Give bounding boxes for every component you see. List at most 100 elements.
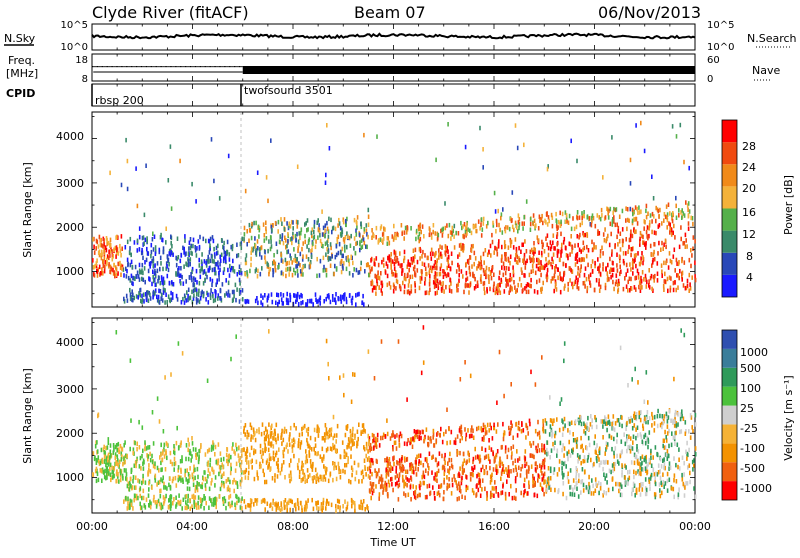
echo-cell <box>305 501 307 506</box>
echo-cell <box>420 453 422 458</box>
echo-cell <box>419 286 421 291</box>
echo-cell <box>557 276 559 281</box>
echo-cell <box>504 245 506 250</box>
echo-cell <box>139 479 141 484</box>
echo-cell <box>213 239 215 244</box>
echo-cell <box>574 227 576 232</box>
echo-cell <box>480 256 482 261</box>
echo-cell <box>510 285 512 290</box>
echo-cell <box>136 447 138 452</box>
echo-cell <box>553 233 555 238</box>
echo-cell <box>158 295 160 300</box>
echo-cell <box>143 466 145 471</box>
echo-cell <box>427 471 429 476</box>
power-cbar-label: Power [dB] <box>782 175 795 235</box>
echo-cell <box>674 235 676 240</box>
echo-cell <box>208 300 210 305</box>
echo-cell <box>342 295 344 300</box>
echo-cell <box>688 227 690 232</box>
echo-cell <box>678 458 680 463</box>
echo-cell <box>445 246 447 251</box>
echo-cell <box>470 374 472 379</box>
power-cbar-tick-8: 8 <box>746 250 753 263</box>
echo-cell <box>181 300 183 305</box>
echo-cell <box>130 418 132 423</box>
echo-cell <box>491 233 493 238</box>
echo-cell <box>464 427 466 432</box>
echo-cell <box>244 226 246 231</box>
echo-cell <box>196 292 198 297</box>
echo-cell <box>108 441 110 446</box>
echo-cell <box>516 225 518 230</box>
echo-cell <box>426 290 428 295</box>
echo-cell <box>658 224 660 229</box>
echo-cell <box>648 279 650 284</box>
echo-cell <box>653 196 655 201</box>
echo-cell <box>649 486 651 491</box>
echo-cell <box>663 485 665 490</box>
echo-cell <box>307 475 309 480</box>
echo-cell <box>352 500 354 505</box>
echo-cell <box>612 280 614 285</box>
echo-cell <box>268 329 270 334</box>
echo-cell <box>633 414 635 419</box>
echo-cell <box>520 473 522 478</box>
echo-cell <box>98 251 100 256</box>
echo-cell <box>210 259 212 264</box>
echo-cell <box>352 433 354 438</box>
freq-mark <box>102 66 103 67</box>
echo-cell <box>582 467 584 472</box>
echo-cell <box>268 448 270 453</box>
echo-cell <box>290 426 292 431</box>
echo-cell <box>198 482 200 487</box>
echo-cell <box>217 296 219 301</box>
power-cbar-tick-16: 16 <box>742 206 756 219</box>
echo-cell <box>535 467 537 472</box>
echo-cell <box>309 473 311 478</box>
echo-cell <box>525 449 527 454</box>
echo-cell <box>611 422 613 427</box>
echo-cell <box>286 292 288 297</box>
echo-cell <box>255 221 257 226</box>
echo-cell <box>312 302 314 307</box>
echo-cell <box>178 445 180 450</box>
echo-cell <box>315 476 317 481</box>
echo-cell <box>249 453 251 458</box>
echo-cell <box>629 476 631 481</box>
echo-cell <box>541 265 543 270</box>
echo-cell <box>203 506 205 511</box>
echo-cell <box>520 250 522 255</box>
freq-mark <box>220 66 221 67</box>
echo-cell <box>491 478 493 483</box>
echo-cell <box>639 415 641 420</box>
echo-cell <box>293 268 295 273</box>
echo-cell <box>378 263 380 268</box>
echo-cell <box>667 479 669 484</box>
echo-cell <box>675 463 677 468</box>
echo-cell <box>461 436 463 441</box>
echo-cell <box>106 238 108 243</box>
echo-cell <box>97 414 99 419</box>
echo-cell <box>290 256 292 261</box>
echo-cell <box>635 471 637 476</box>
echo-cell <box>499 228 501 233</box>
echo-cell <box>350 454 352 459</box>
echo-cell <box>189 275 191 280</box>
echo-cell <box>441 245 443 250</box>
echo-cell <box>526 469 528 474</box>
echo-cell <box>675 196 677 201</box>
echo-cell <box>593 462 595 467</box>
echo-cell <box>628 245 630 250</box>
freq-mark <box>228 66 229 67</box>
echo-cell <box>115 479 117 484</box>
echo-cell <box>425 272 427 277</box>
echo-cell <box>515 488 517 493</box>
echo-cell <box>488 280 490 285</box>
echo-cell <box>112 268 114 273</box>
echo-cell <box>616 223 618 228</box>
echo-cell <box>659 208 661 213</box>
echo-cell <box>423 325 425 330</box>
echo-cell <box>258 430 260 435</box>
echo-cell <box>227 268 229 273</box>
echo-cell <box>621 451 623 456</box>
